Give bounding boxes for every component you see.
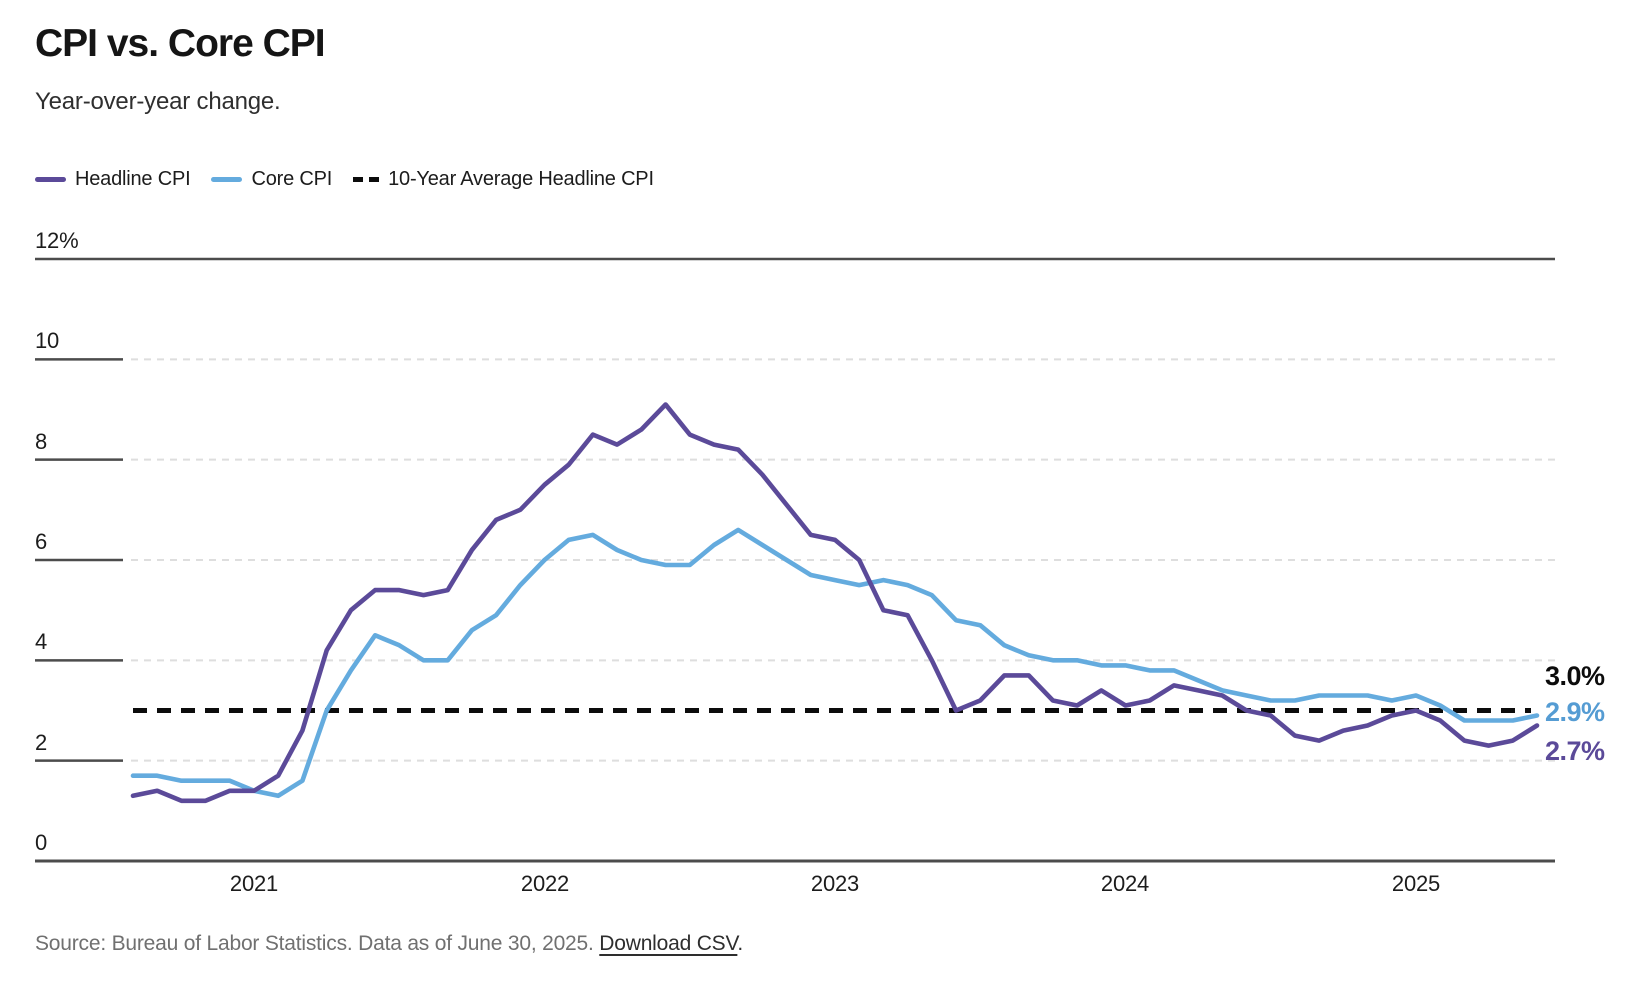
y-axis-label: 0 <box>35 830 48 855</box>
y-axis-label: 4 <box>35 629 48 655</box>
source-suffix: . <box>737 932 744 955</box>
legend-item-average: 10-Year Average Headline CPI <box>353 168 654 191</box>
legend-item-headline-cpi: Headline CPI <box>35 168 191 191</box>
download-csv-link[interactable]: Download CSV <box>599 932 738 955</box>
x-axis-label: 2023 <box>810 871 860 896</box>
x-axis-label: 2022 <box>520 871 570 896</box>
chart-subtitle: Year-over-year change. <box>35 88 281 115</box>
core-cpi-end-value-label: 2.9% <box>1545 697 1605 727</box>
y-axis-label: 8 <box>35 428 48 454</box>
x-axis-label: 2021 <box>229 871 279 896</box>
legend-label-average: 10-Year Average Headline CPI <box>388 168 654 190</box>
legend-label-core-cpi: Core CPI <box>251 168 333 190</box>
x-axis-label: 2024 <box>1100 871 1150 896</box>
y-axis-label: 12% <box>35 228 79 253</box>
y-axis-label: 6 <box>35 529 48 554</box>
source-text: Source: Bureau of Labor Statistics. Data… <box>35 932 600 955</box>
source-note: Source: Bureau of Labor Statistics. Data… <box>35 932 743 956</box>
y-axis-label: 10 <box>35 328 60 354</box>
dashed-line-swatch-icon <box>353 177 380 182</box>
headline-cpi-end-value-label: 2.7% <box>1545 736 1605 766</box>
average-end-value-label: 3.0% <box>1545 661 1605 691</box>
headline-cpi-line <box>130 402 1540 804</box>
headline-cpi-swatch-icon <box>35 177 66 182</box>
y-axis-label: 2 <box>35 729 48 755</box>
legend-label-headline-cpi: Headline CPI <box>75 168 191 190</box>
x-axis-label: 2025 <box>1391 871 1441 896</box>
chart-title: CPI vs. Core CPI <box>35 22 326 65</box>
core-cpi-line <box>130 527 1540 799</box>
legend-item-core-cpi: Core CPI <box>211 168 332 191</box>
core-cpi-swatch-icon <box>211 177 243 182</box>
chart-legend: Headline CPI Core CPI 10-Year Average He… <box>35 168 654 191</box>
